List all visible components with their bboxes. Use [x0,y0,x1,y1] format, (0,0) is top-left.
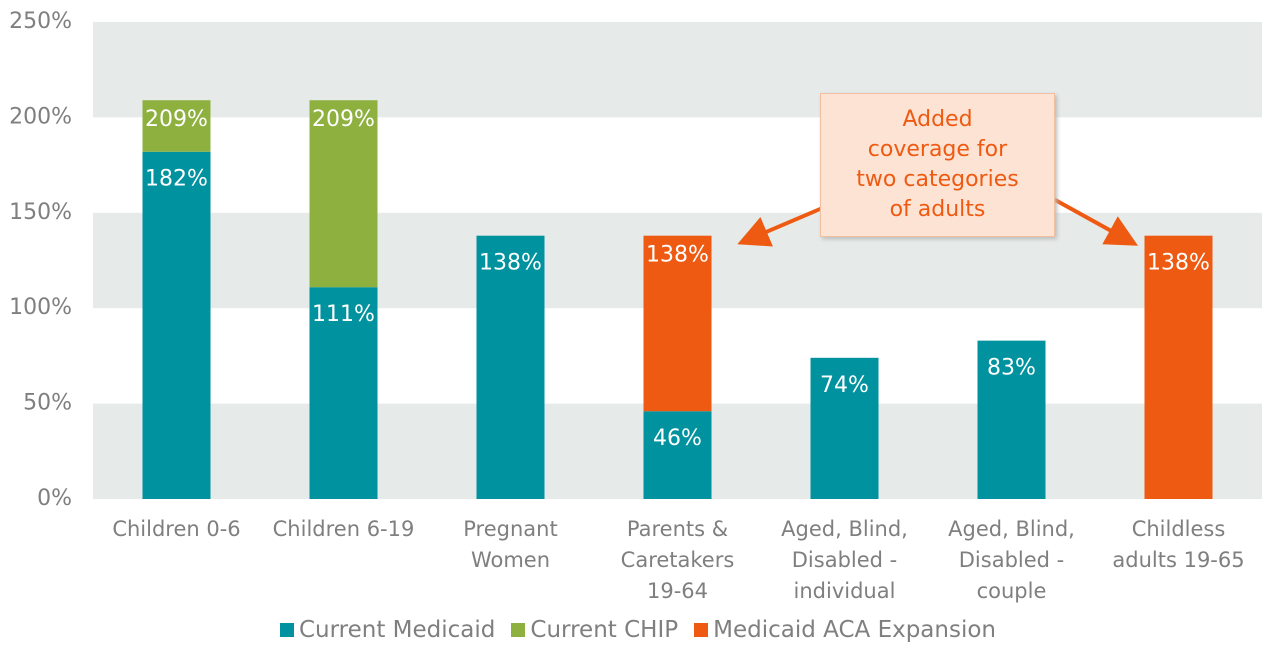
x-tick-label: Childless adults 19-65 [1112,517,1245,572]
x-tick-label: Aged, Blind, Disabled - couple [948,517,1075,603]
grid-band [93,22,1262,118]
y-tick-label: 200% [9,104,72,129]
value-label: 46% [653,426,702,451]
total-label: 138% [646,243,709,268]
legend-label: Medicaid ACA Expansion [713,617,997,643]
value-label: 74% [820,373,869,398]
total-label: 209% [145,107,208,132]
x-tick-label: Aged, Blind, Disabled - individual [781,517,908,603]
legend-swatch [279,623,294,637]
legend-item: Medicaid ACA Expansion [694,617,996,643]
x-tick-label: Parents & Caretakers 19-64 [620,517,735,603]
value-label: 138% [479,251,542,276]
x-tick-label: Children 6-19 [272,517,415,541]
bar-segment [309,100,378,288]
x-tick-label: Pregnant Women [463,517,558,572]
value-label: 83% [987,356,1036,381]
legend-item: Current Medicaid [279,617,496,643]
legend-label: Current Medicaid [298,617,496,643]
y-tick-label: 250% [9,9,72,34]
legend-item: Current CHIP [511,617,678,643]
bar-segment [142,100,211,152]
y-tick-label: 50% [23,391,72,416]
bar-segment [142,151,211,499]
bar-segment [1144,235,1213,500]
bar-segment [977,340,1046,499]
annotation: Added coverage for two categories of adu… [820,93,1055,237]
y-tick-label: 150% [9,200,72,225]
y-tick-label: 100% [9,295,72,320]
bar-segment [810,357,879,499]
bar-segment [643,411,712,499]
bar-segment [476,235,545,500]
value-label: 111% [312,302,375,327]
bar-segment [309,287,378,499]
legend: Current Medicaid Current CHIP Medicaid ACA… [0,617,1276,643]
legend-swatch [694,623,709,637]
bar-segment [643,235,712,412]
x-tick-label: Children 0-6 [112,517,241,541]
y-tick-label: 0% [37,486,72,511]
total-label: 209% [312,107,375,132]
value-label: 182% [145,167,208,192]
legend-swatch [511,623,526,637]
legend-label: Current CHIP [530,617,679,643]
value-label: 138% [1147,251,1210,276]
